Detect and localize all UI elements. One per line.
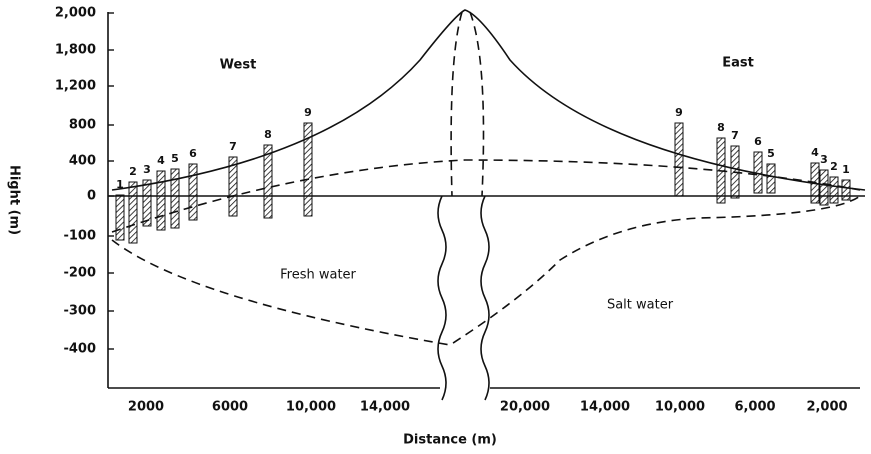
region-label: West xyxy=(220,58,257,73)
well xyxy=(842,180,850,200)
x-tick-label: 10,000 xyxy=(655,400,705,415)
well xyxy=(171,169,179,228)
well-label: 6 xyxy=(754,135,762,148)
well xyxy=(830,177,838,203)
ground-surface xyxy=(112,10,865,190)
y-tick-label: -100 xyxy=(63,229,96,244)
region-label: East xyxy=(722,56,754,71)
y-tick-label: -400 xyxy=(63,342,96,357)
break-line xyxy=(438,196,446,400)
well-label: 9 xyxy=(675,106,683,119)
well-label: 3 xyxy=(820,153,828,166)
well xyxy=(264,145,272,218)
y-tick-label: 400 xyxy=(69,154,96,169)
well xyxy=(143,180,151,226)
well xyxy=(717,138,725,203)
y-tick-label: -300 xyxy=(63,304,96,319)
x-tick-label: 6,000 xyxy=(734,400,775,415)
well-label: 3 xyxy=(143,163,151,176)
well xyxy=(157,171,165,230)
y-tick-label: -200 xyxy=(63,266,96,281)
y-axis-title: Hight (m) xyxy=(7,165,22,235)
well xyxy=(754,152,762,193)
x-tick-label: 14,000 xyxy=(580,400,630,415)
region-label: Fresh water xyxy=(280,268,356,283)
well xyxy=(116,195,124,240)
divide xyxy=(470,12,484,196)
divide xyxy=(451,12,462,196)
well-label: 1 xyxy=(116,178,124,191)
x-tick-label: 2000 xyxy=(128,400,164,415)
x-tick-label: 6000 xyxy=(212,400,248,415)
x-tick-label: 20,000 xyxy=(500,400,550,415)
well xyxy=(820,170,828,205)
well-label: 4 xyxy=(811,146,819,159)
region-label: Salt water xyxy=(607,298,674,313)
well-label: 9 xyxy=(304,106,312,119)
well-label: 5 xyxy=(171,152,179,165)
y-tick-label: 1,200 xyxy=(55,79,96,94)
well xyxy=(304,123,312,216)
well-label: 1 xyxy=(842,163,850,176)
well-label: 5 xyxy=(767,147,775,160)
y-tick-label: 0 xyxy=(87,189,96,204)
well xyxy=(229,157,237,216)
well-label: 7 xyxy=(731,129,739,142)
well-label: 8 xyxy=(717,121,725,134)
x-axis-title: Distance (m) xyxy=(403,433,497,448)
x-tick-label: 2,000 xyxy=(806,400,847,415)
well-label: 2 xyxy=(129,165,137,178)
y-tick-label: 1,800 xyxy=(55,43,96,58)
y-tick-label: 2,000 xyxy=(55,6,96,21)
well-label: 8 xyxy=(264,128,272,141)
well xyxy=(767,164,775,193)
figure: Hight (m) Distance (m) West East Fresh w… xyxy=(0,0,871,454)
well xyxy=(189,164,197,220)
x-tick-label: 10,000 xyxy=(286,400,336,415)
y-tick-label: 800 xyxy=(69,118,96,133)
well-label: 7 xyxy=(229,140,237,153)
well-label: 4 xyxy=(157,154,165,167)
interface xyxy=(112,196,860,345)
x-tick-label: 14,000 xyxy=(360,400,410,415)
well xyxy=(811,163,819,203)
well xyxy=(129,182,137,243)
well-label: 6 xyxy=(189,147,197,160)
well-label: 2 xyxy=(830,160,838,173)
well xyxy=(675,123,683,196)
well xyxy=(731,146,739,198)
break-line xyxy=(481,196,489,400)
